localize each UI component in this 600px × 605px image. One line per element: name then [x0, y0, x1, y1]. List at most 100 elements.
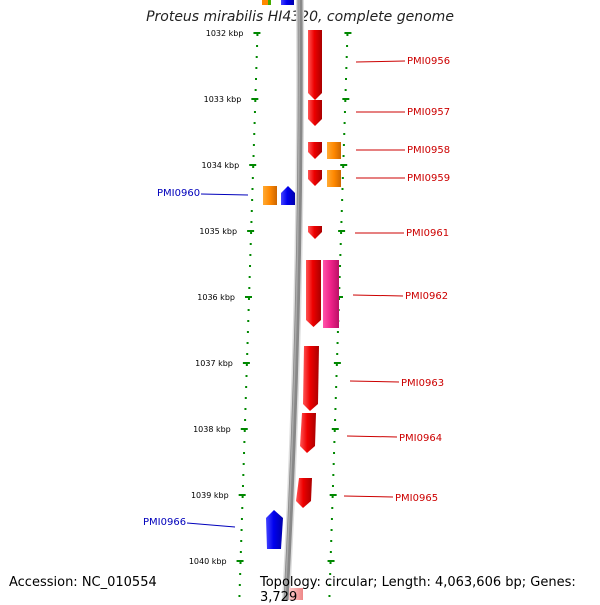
ruler-dot-left — [244, 408, 247, 410]
ruler-dot-left — [238, 584, 241, 586]
ruler-dot-right — [333, 452, 336, 454]
ruler-dot-left — [243, 441, 246, 443]
ruler-dot-left — [255, 67, 258, 69]
ruler-dot-left — [253, 111, 256, 113]
ruler-dot-left — [250, 210, 253, 212]
gene-arrows — [263, 30, 341, 600]
tick-label: 1036 kbp — [197, 293, 235, 302]
tick-label: 1039 kbp — [191, 491, 229, 500]
ruler-dot-right — [331, 496, 334, 498]
ruler-dot-left — [250, 221, 253, 223]
ruler-dot-right — [340, 221, 343, 223]
tick-mark-left — [240, 428, 248, 430]
tick-mark-right — [335, 296, 343, 298]
tick-mark-right — [344, 32, 352, 34]
ruler-dot-left — [255, 78, 258, 80]
ruler-dot-left — [253, 133, 256, 135]
gene-arrow-pmi0958 — [308, 142, 322, 159]
tick-label: 1033 kbp — [204, 95, 242, 104]
ruler-dot-right — [346, 34, 349, 36]
ruler-dot-right — [329, 551, 332, 553]
tick-label: 1032 kbp — [206, 29, 244, 38]
ruler-dot-left — [256, 34, 259, 36]
ruler-dot-right — [343, 111, 346, 113]
ruler-dot-left — [244, 419, 247, 421]
ruler-dot-right — [334, 408, 337, 410]
ruler-dot-right — [330, 518, 333, 520]
ruler-dot-right — [341, 199, 344, 201]
ruler-dot-right — [339, 243, 342, 245]
gene-labels: PMI0956 PMI0957 PMI0958 PMI0959 PMI0960 … — [143, 56, 450, 528]
label-pmi0963: PMI0963 — [401, 378, 444, 389]
leader-pmi0966 — [186, 522, 236, 528]
ruler-dot-right — [344, 89, 347, 91]
ruler-dot-left — [240, 529, 243, 531]
tick-marks: 1032 kbp 1033 kbp 1034 kbp 1035 kbp 1036 kbp… — [189, 29, 352, 566]
ruler-dot-left — [246, 342, 249, 344]
ruler-dot-right — [346, 45, 349, 47]
ruler-dot-left — [248, 287, 251, 289]
tick-mark-right — [333, 362, 341, 364]
ruler-dot-left — [246, 331, 249, 333]
ruler-dot-right — [344, 100, 347, 102]
ruler-dot-right — [340, 232, 343, 234]
ruler-dot-right — [341, 177, 344, 179]
ruler-dot-left — [251, 188, 254, 190]
tick-mark-left — [247, 230, 255, 232]
ruler-dot-right — [333, 441, 336, 443]
ruler-dot-right — [329, 562, 332, 564]
ruler-dot-right — [343, 122, 346, 124]
gene-arrow-pmi0956 — [308, 30, 322, 100]
ruler-dot-left — [243, 430, 246, 432]
ruler-dot-right — [345, 56, 348, 58]
cog-feature-top-green — [268, 0, 271, 5]
ruler-dot-right — [339, 254, 342, 256]
ruler-dot-left — [252, 166, 255, 168]
leader-pmi0960 — [200, 193, 249, 196]
ruler-dot-right — [328, 584, 331, 586]
cog-box-pmi0960 — [263, 186, 277, 205]
label-pmi0962: PMI0962 — [405, 291, 448, 302]
tick-mark-left — [251, 98, 259, 100]
ruler-dot-right — [335, 364, 338, 366]
top-features — [262, 0, 294, 5]
cog-box-pmi0962 — [323, 260, 339, 328]
ruler-dot-right — [336, 353, 339, 355]
tick-label: 1037 kbp — [195, 359, 233, 368]
ruler-dot-right — [342, 155, 345, 157]
tick-mark-left — [238, 494, 246, 496]
tick-mark-left — [244, 296, 252, 298]
tick-mark-right — [331, 428, 339, 430]
gene-arrow-top-blue — [281, 0, 294, 5]
tick-label: 1034 kbp — [202, 161, 240, 170]
tick-label: 1038 kbp — [193, 425, 231, 434]
ruler-dot-left — [242, 474, 245, 476]
gene-arrow-pmi0964 — [300, 413, 316, 453]
ruler-dot-left — [248, 276, 251, 278]
gene-arrow-bottom-partial — [289, 588, 303, 600]
ruler-dot-left — [249, 254, 252, 256]
cog-feature-top-orange — [262, 0, 268, 5]
ruler-dot-right — [331, 485, 334, 487]
tick-mark-right — [329, 494, 337, 496]
ruler-dot-left — [238, 595, 241, 597]
label-pmi0956: PMI0956 — [407, 56, 450, 67]
gene-arrow-pmi0960 — [281, 186, 295, 205]
ruler-dot-left — [241, 507, 244, 509]
ruler-dot-right — [338, 287, 341, 289]
ruler-dot-right — [332, 474, 335, 476]
ruler-dot-right — [342, 166, 345, 168]
leader-pmi0956 — [355, 60, 406, 63]
genome-summary-text: Topology: circular; Length: 4,063,606 bp… — [260, 575, 576, 605]
ruler-dot-right — [330, 540, 333, 542]
label-pmi0958: PMI0958 — [407, 145, 450, 156]
tick-mark-left — [249, 164, 257, 166]
ruler-dot-left — [254, 89, 257, 91]
ruler-dot-left — [241, 485, 244, 487]
label-pmi0960: PMI0960 — [157, 188, 200, 199]
ruler-dot-left — [239, 551, 242, 553]
ruler-dot-left — [245, 375, 248, 377]
ruler-dot-right — [333, 430, 336, 432]
gene-arrow-pmi0965 — [296, 478, 312, 508]
